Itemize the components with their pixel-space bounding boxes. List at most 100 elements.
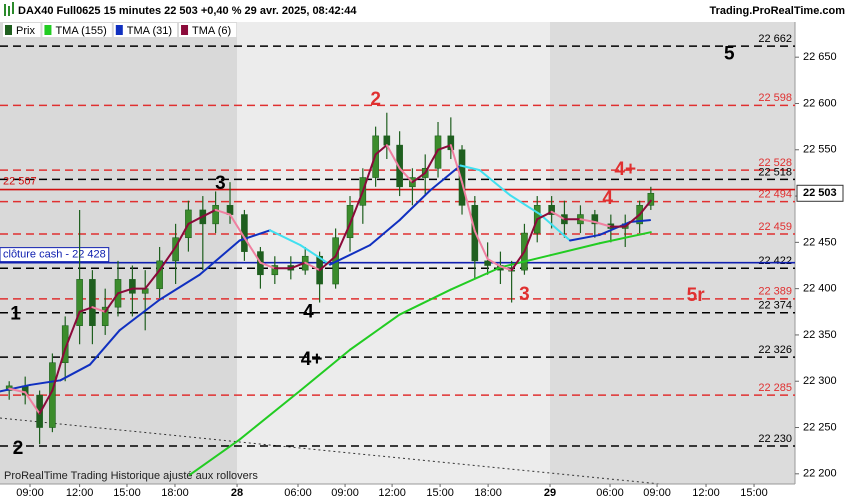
indicator-line [539, 213, 572, 242]
y-tick-label: 22 250 [803, 421, 837, 433]
x-tick-label: 15:00 [113, 487, 141, 499]
candle-body [484, 260, 491, 266]
indicator-line [174, 222, 190, 248]
candle-body [548, 205, 555, 215]
last-price-box [796, 184, 844, 202]
indicator-line [509, 194, 542, 216]
x-tick-label: 12:00 [692, 487, 720, 499]
annotation: 4+ [614, 159, 636, 180]
indicator-line [523, 218, 539, 253]
indicator-line [329, 244, 372, 266]
indicator-line [201, 208, 217, 218]
annotation: 4 [602, 188, 613, 209]
legend-item [179, 23, 237, 37]
indicator-line [449, 144, 464, 184]
indicator-line [449, 266, 502, 291]
x-tick-label: 18:00 [474, 487, 502, 499]
level-label: 22 389 [758, 286, 792, 298]
x-tick-label: 06:00 [596, 487, 624, 499]
indicator-line [118, 298, 161, 332]
legend-swatch [115, 25, 123, 35]
candle-body [129, 279, 136, 294]
x-tick-label: 15:00 [426, 487, 454, 499]
level-label: 22 459 [758, 221, 792, 233]
indicator-line [187, 215, 204, 225]
x-tick-label: 09:00 [16, 487, 44, 499]
footer: ProRealTime Trading Historique ajusté au… [4, 470, 258, 482]
indicator-line [638, 199, 652, 216]
x-tick-label: 18:00 [161, 487, 189, 499]
annotation: 5r [687, 285, 706, 306]
indicator-line [198, 239, 241, 276]
candle-body [434, 135, 442, 169]
y-tick-label: 22 400 [803, 283, 837, 295]
y-tick-label: 22 600 [803, 97, 837, 109]
trend-line [0, 417, 661, 485]
indicator-line [304, 261, 321, 272]
indicator-line [499, 254, 552, 269]
level-label: 22 598 [758, 92, 792, 104]
legend-swatch [5, 25, 12, 35]
x-tick-label: 09:00 [331, 487, 359, 499]
chart-title: DAX40 Full0625 15 minutes 22 503 +0,40 %… [18, 5, 357, 17]
indicator-line [569, 233, 601, 242]
annotation: 3 [519, 284, 530, 305]
indicator-line [499, 265, 513, 272]
indicator-line [59, 363, 92, 382]
indicator-line [104, 292, 120, 313]
indicator-line [243, 236, 262, 264]
indicator-line [398, 167, 414, 184]
indicator-line [259, 261, 276, 270]
indicator-line [117, 287, 134, 295]
x-tick-label: 28 [231, 487, 243, 499]
candle-body [383, 135, 391, 146]
indicator-line [598, 220, 632, 236]
candle-body [271, 265, 279, 276]
indicator-line [374, 144, 388, 156]
legend-label: Prix [16, 25, 35, 37]
x-tick-label: 12:00 [378, 487, 406, 499]
candle-body [36, 394, 43, 428]
x-tick-label: 15:00 [740, 487, 768, 499]
indicator-line [598, 231, 652, 245]
watermark: Trading.ProRealTime.com [709, 5, 845, 17]
legend-swatch [44, 25, 52, 35]
annotation: 5 [724, 43, 735, 64]
legend-label: TMA (155) [55, 25, 106, 37]
annotation: 4+ [301, 349, 323, 370]
y-tick-label: 22 550 [803, 144, 837, 156]
indicator-line [385, 144, 401, 170]
candle-body [212, 205, 219, 225]
x-tick-label: 29 [544, 487, 556, 499]
indicator-line [478, 169, 512, 197]
indicator-line [349, 313, 401, 351]
x-tick-label: 12:00 [66, 487, 94, 499]
candle-body [156, 260, 163, 289]
indicator-line [624, 213, 641, 228]
indicator-line [289, 261, 307, 270]
session-band [550, 22, 795, 484]
candle-body [396, 144, 403, 188]
indicator-line [24, 391, 41, 415]
level-label: 22 518 [758, 166, 792, 178]
indicator-line [437, 144, 452, 151]
level-label-box [0, 247, 110, 263]
annotation: 2 [13, 438, 24, 459]
indicator-line [214, 208, 232, 216]
indicator-line [398, 288, 452, 316]
candle-body [76, 279, 83, 326]
indicator-line [51, 347, 67, 392]
annotation: 1 [10, 304, 21, 325]
annotation: 2 [370, 89, 381, 110]
legend-label: TMA (6) [192, 25, 231, 37]
indicator-line [593, 220, 612, 228]
level-label: 22 507 [3, 175, 37, 187]
indicator-line [334, 222, 352, 258]
legend-item [3, 23, 41, 37]
indicator-line [579, 218, 596, 223]
bar-icon [4, 2, 14, 16]
y-tick-label: 22 350 [803, 329, 837, 341]
indicator-line [459, 164, 481, 172]
level-label: 22 528 [758, 157, 792, 169]
